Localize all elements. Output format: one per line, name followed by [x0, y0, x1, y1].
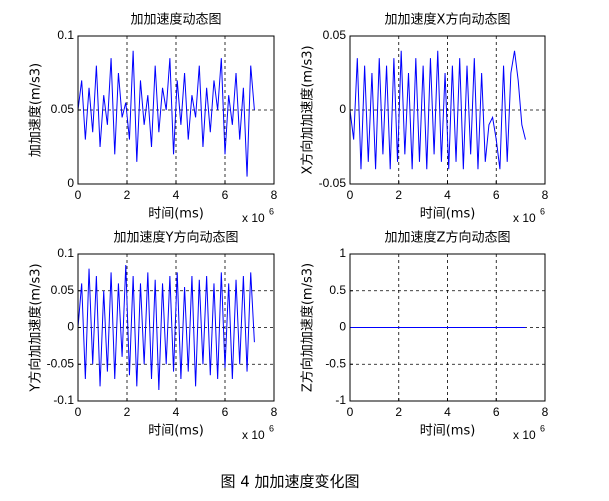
x-tick-label: 2 [395, 405, 402, 419]
y-tick-label: 0 [67, 176, 74, 190]
y-tick-label: 0.05 [51, 283, 75, 297]
x-exponent: 6 [269, 423, 274, 433]
y-tick-label: 0.05 [323, 28, 347, 42]
data-line [77, 264, 255, 390]
x-exponent: 6 [540, 423, 545, 433]
x-tick-label: 0 [347, 188, 354, 202]
y-tick-label: -0.05 [319, 176, 347, 190]
x-axis-label: 时间(ms) [148, 207, 204, 222]
data-line [77, 50, 255, 177]
x-exponent: 6 [269, 206, 274, 216]
y-axis-label: 加加速度(m/s3) [28, 63, 44, 157]
y-axis-label: Z方向加加速度(m/s3) [300, 263, 316, 392]
x-tick-label: 4 [444, 188, 451, 202]
chart-title: 加加速度Z方向动态图 [385, 230, 511, 246]
y-tick-label: -0.05 [47, 356, 75, 370]
y-tick-label: 1 [339, 246, 346, 260]
x-multiplier: x 10 [513, 211, 536, 225]
y-tick-label: 0 [67, 320, 74, 334]
x-tick-label: 8 [542, 405, 549, 419]
x-tick-label: 6 [493, 188, 500, 202]
x-tick-label: 0 [347, 405, 354, 419]
y-tick-label: 0 [339, 320, 346, 334]
data-line [349, 50, 526, 170]
caption: 图 4 加加速度变化图 [220, 473, 359, 491]
axes-box [349, 253, 546, 402]
x-tick-label: 2 [124, 405, 131, 419]
x-tick-label: 0 [75, 405, 82, 419]
y-tick-label: 0 [339, 102, 346, 116]
x-tick-label: 4 [173, 188, 180, 202]
x-tick-label: 4 [173, 405, 180, 419]
y-tick-label: 0.1 [57, 28, 74, 42]
y-axis-label: Y方向加加速度(m/s3) [28, 263, 44, 392]
x-tick-label: 2 [395, 188, 402, 202]
x-tick-label: 8 [271, 188, 278, 202]
x-axis-label: 时间(ms) [420, 207, 476, 222]
y-tick-label: 0.5 [329, 283, 346, 297]
x-tick-label: 6 [222, 188, 229, 202]
x-tick-label: 8 [542, 188, 549, 202]
chart-title: 加加速度动态图 [130, 12, 221, 28]
y-tick-label: 0.1 [57, 246, 74, 260]
axes-box [349, 35, 546, 185]
y-axis-label: X方向加加速度(m/s3) [300, 45, 316, 174]
x-tick-label: 4 [444, 405, 451, 419]
x-tick-label: 6 [222, 405, 229, 419]
y-tick-label: -0.1 [53, 393, 74, 407]
chart-title: 加加速度X方向动态图 [385, 12, 511, 28]
y-tick-label: -0.5 [325, 356, 346, 370]
y-tick-label: 0.05 [51, 102, 75, 116]
x-exponent: 6 [540, 206, 545, 216]
x-tick-label: 8 [271, 405, 278, 419]
x-tick-label: 0 [75, 188, 82, 202]
x-multiplier: x 10 [242, 211, 265, 225]
chart-title: 加加速度Y方向动态图 [114, 230, 239, 246]
y-tick-label: -1 [335, 393, 346, 407]
x-multiplier: x 10 [513, 428, 536, 442]
x-multiplier: x 10 [242, 428, 265, 442]
x-axis-label: 时间(ms) [420, 424, 476, 439]
x-axis-label: 时间(ms) [148, 424, 204, 439]
axes-box [77, 35, 275, 185]
axes-box [77, 253, 275, 402]
x-tick-label: 6 [493, 405, 500, 419]
x-tick-label: 2 [124, 188, 131, 202]
